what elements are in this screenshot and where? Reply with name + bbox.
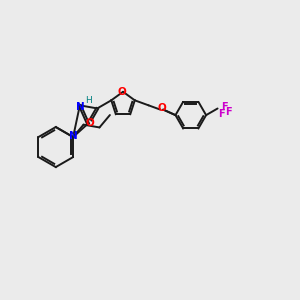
Text: N: N (76, 101, 85, 112)
Text: O: O (158, 103, 166, 113)
Text: F: F (221, 102, 228, 112)
Text: O: O (118, 87, 126, 97)
Text: O: O (86, 118, 94, 128)
Text: H: H (85, 96, 92, 105)
Text: N: N (69, 131, 78, 141)
Text: F: F (225, 107, 232, 117)
Text: F: F (218, 110, 224, 119)
